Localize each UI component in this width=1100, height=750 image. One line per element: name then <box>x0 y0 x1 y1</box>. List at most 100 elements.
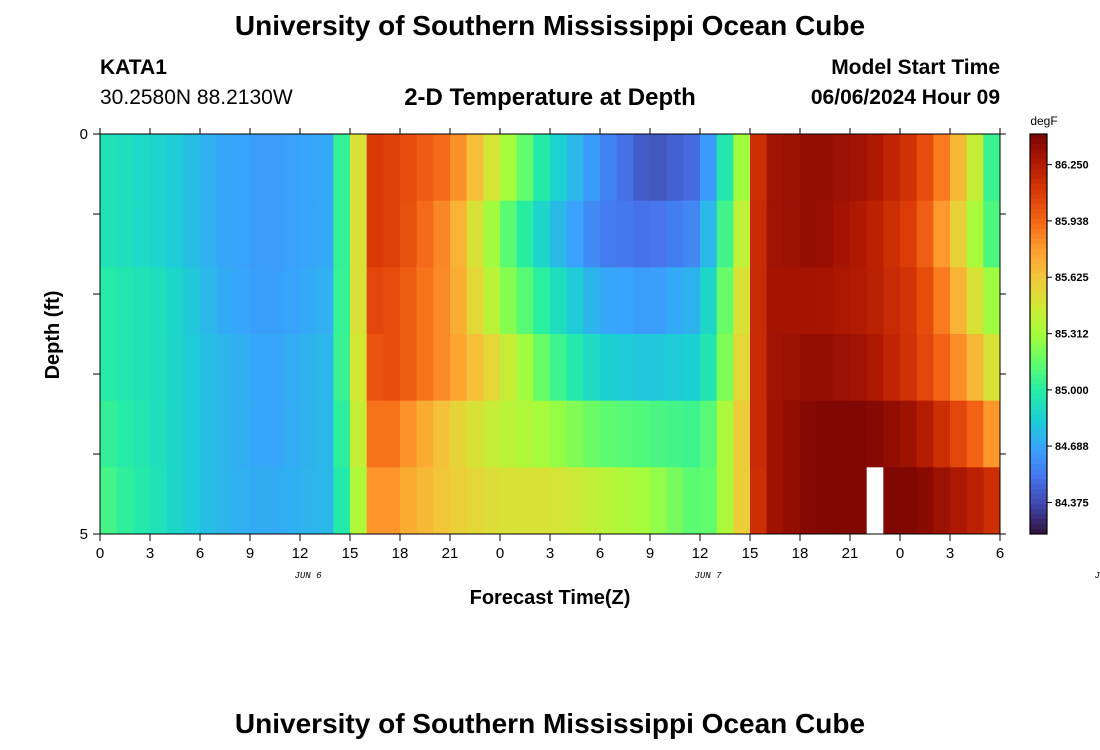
heatmap-cell <box>850 267 868 335</box>
heatmap-cell <box>966 400 984 468</box>
heatmap-cell <box>433 467 451 535</box>
x-tick-label: 18 <box>792 545 809 562</box>
heatmap-cell <box>566 334 584 402</box>
colorbar-segment <box>1030 384 1047 390</box>
heatmap-cell <box>666 134 684 202</box>
heatmap-cell <box>100 334 118 402</box>
heatmap-cell <box>200 267 218 335</box>
heatmap-cell <box>800 200 818 268</box>
colorbar-segment <box>1030 449 1047 455</box>
heatmap-cell <box>450 334 468 402</box>
heatmap-cell <box>783 400 801 468</box>
colorbar-segment <box>1030 179 1047 185</box>
heatmap-cell <box>983 334 1001 402</box>
heatmap-cell <box>933 400 951 468</box>
heatmap-cell <box>650 400 668 468</box>
heatmap-cell <box>566 267 584 335</box>
heatmap-cell <box>133 134 151 202</box>
heatmap-cell <box>283 200 301 268</box>
colorbar-segment <box>1030 299 1047 305</box>
heatmap-cell <box>933 200 951 268</box>
heatmap-cell <box>950 200 968 268</box>
heatmap-cell <box>133 400 151 468</box>
heatmap-cell <box>900 134 918 202</box>
x-tick-label: 0 <box>96 545 104 562</box>
heatmap-cell <box>783 267 801 335</box>
plot-axes: 0 3 6 9 12 15 18 21 0 3 6 9 12 15 18 21 0 3 6 JUN 6 JUN 7 JUN… <box>80 126 1100 581</box>
heatmap-cell <box>916 334 934 402</box>
heatmap-cell <box>600 467 618 535</box>
heatmap-cell <box>366 200 384 268</box>
colorbar-segment <box>1030 159 1047 165</box>
heatmap-cell <box>400 400 418 468</box>
heatmap-cell <box>766 467 784 535</box>
colorbar-tick-label: 85.625 <box>1055 272 1089 284</box>
heatmap-cell <box>600 267 618 335</box>
heatmap-cell <box>683 200 701 268</box>
colorbar-segment <box>1030 254 1047 260</box>
heatmap-cell <box>550 134 568 202</box>
heatmap-cell <box>300 400 318 468</box>
heatmap-cell <box>383 467 401 535</box>
heatmap-cell <box>650 134 668 202</box>
colorbar-segment <box>1030 154 1047 160</box>
heatmap-cell <box>366 134 384 202</box>
colorbar-segment <box>1030 264 1047 270</box>
heatmap-cell <box>583 467 601 535</box>
heatmap-cell <box>883 200 901 268</box>
heatmap-cell <box>666 267 684 335</box>
colorbar-segment <box>1030 149 1047 155</box>
colorbar-segment <box>1030 244 1047 250</box>
heatmap-cell <box>416 334 434 402</box>
heatmap-cell <box>166 267 184 335</box>
colorbar-segment <box>1030 374 1047 380</box>
heatmap-cell <box>666 200 684 268</box>
heatmap-cell <box>250 400 268 468</box>
heatmap-cell <box>733 400 751 468</box>
colorbar-segment <box>1030 229 1047 235</box>
heatmap-cell <box>400 267 418 335</box>
colorbar-segment <box>1030 204 1047 210</box>
heatmap-cell <box>716 334 734 402</box>
heatmap-cell <box>816 134 834 202</box>
heatmap-cell <box>650 200 668 268</box>
heatmap-cell <box>916 267 934 335</box>
heatmap-cell <box>566 467 584 535</box>
heatmap-cell <box>133 200 151 268</box>
heatmap-cell <box>900 334 918 402</box>
heatmap-cell <box>600 134 618 202</box>
heatmap-cell <box>216 400 234 468</box>
heatmap-cell <box>116 267 134 335</box>
colorbar-tick-label: 85.312 <box>1055 329 1089 341</box>
colorbar-segment <box>1030 429 1047 435</box>
colorbar-segment <box>1030 444 1047 450</box>
heatmap-cell <box>383 267 401 335</box>
heatmap-cell <box>766 400 784 468</box>
heatmap-cell <box>716 267 734 335</box>
heatmap-cell <box>233 200 251 268</box>
heatmap-cell <box>166 134 184 202</box>
heatmap-cell <box>266 134 284 202</box>
heatmap-cell <box>716 134 734 202</box>
heatmap-cell <box>116 467 134 535</box>
heatmap-cell <box>500 467 518 535</box>
heatmap-cell <box>250 334 268 402</box>
heatmap-cell <box>450 200 468 268</box>
colorbar-segment <box>1030 509 1047 515</box>
heatmap-cell <box>816 267 834 335</box>
heatmap-cell <box>766 134 784 202</box>
heatmap-cell <box>350 400 368 468</box>
colorbar-segment <box>1030 309 1047 315</box>
heatmap-cell <box>283 134 301 202</box>
heatmap-cell <box>733 334 751 402</box>
heatmap-cell <box>816 400 834 468</box>
model-start-label: Model Start Time <box>831 56 1000 79</box>
heatmap-cell <box>783 200 801 268</box>
heatmap-cell <box>516 467 534 535</box>
heatmap-cell <box>916 200 934 268</box>
colorbar-segment <box>1030 184 1047 190</box>
heatmap-cell <box>100 200 118 268</box>
heatmap-cell <box>200 134 218 202</box>
heatmap-cell <box>366 467 384 535</box>
heatmap-cell <box>550 267 568 335</box>
